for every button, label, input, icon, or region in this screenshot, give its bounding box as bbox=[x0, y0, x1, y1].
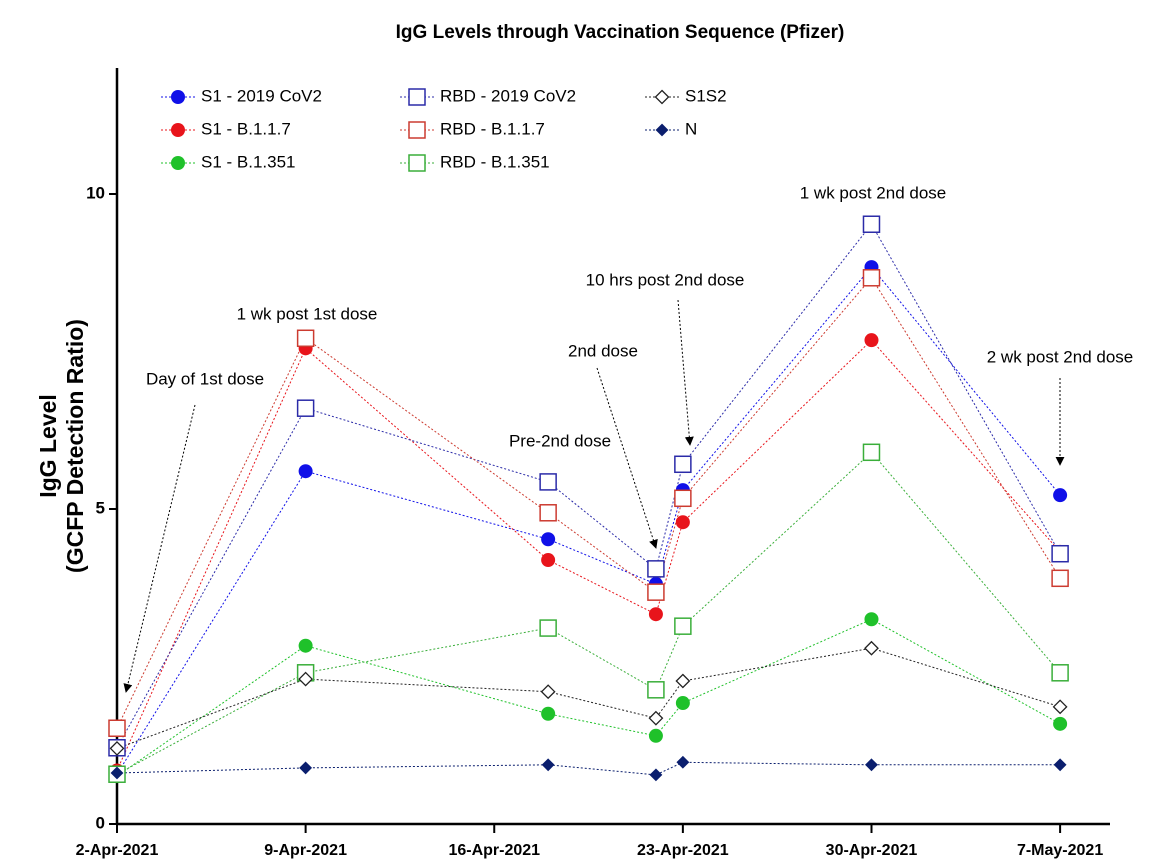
y-tick-label: 10 bbox=[86, 183, 105, 202]
x-tick-label: 23-Apr-2021 bbox=[637, 842, 729, 859]
legend-label: S1 - 2019 CoV2 bbox=[201, 86, 322, 105]
data-point bbox=[1052, 699, 1068, 715]
data-point bbox=[674, 489, 692, 508]
annotation-arrow bbox=[123, 404, 196, 693]
y-axis-label: IgG Level bbox=[35, 394, 61, 498]
annotation-arrow bbox=[677, 299, 694, 446]
data-point bbox=[539, 619, 557, 637]
annotation: 10 hrs post 2nd dose bbox=[586, 270, 745, 289]
data-point bbox=[647, 583, 665, 601]
legend-label: RBD - 2019 CoV2 bbox=[440, 86, 576, 105]
legend-marker bbox=[655, 123, 669, 137]
legend-marker bbox=[408, 88, 426, 106]
x-tick-label: 30-Apr-2021 bbox=[826, 842, 918, 859]
data-point bbox=[648, 710, 664, 726]
data-point bbox=[109, 740, 125, 756]
data-point bbox=[674, 455, 692, 474]
data-point bbox=[675, 696, 690, 711]
annotation: 2nd dose bbox=[568, 341, 638, 360]
data-point bbox=[647, 681, 665, 699]
data-point bbox=[648, 728, 663, 743]
x-tick-label: 7-May-2021 bbox=[1017, 842, 1103, 859]
legend-label: S1 - B.1.1.7 bbox=[201, 119, 291, 138]
x-tick-label: 9-Apr-2021 bbox=[264, 842, 347, 859]
y-tick-label: 5 bbox=[96, 498, 105, 517]
series-line bbox=[116, 451, 1061, 775]
data-point bbox=[676, 755, 690, 769]
data-point bbox=[864, 640, 879, 656]
legend-label: S1 - B.1.351 bbox=[201, 152, 296, 171]
annotation: 2 wk post 2nd dose bbox=[987, 347, 1133, 366]
data-point bbox=[647, 560, 665, 578]
legend-label: RBD - B.1.1.7 bbox=[440, 119, 545, 138]
legend-marker bbox=[171, 123, 185, 137]
data-point bbox=[539, 504, 557, 522]
data-point bbox=[541, 758, 555, 772]
annotation: 1 wk post 2nd dose bbox=[800, 183, 946, 202]
legend-marker bbox=[171, 90, 185, 104]
data-point bbox=[649, 768, 663, 782]
data-point bbox=[108, 719, 126, 737]
x-tick-label: 2-Apr-2021 bbox=[76, 842, 159, 859]
legend-marker bbox=[654, 89, 670, 105]
data-point bbox=[541, 706, 556, 721]
data-point bbox=[675, 515, 690, 530]
legend-label: S1S2 bbox=[685, 86, 727, 105]
data-point bbox=[864, 333, 879, 348]
y-tick-label: 0 bbox=[96, 813, 105, 832]
data-point bbox=[674, 617, 692, 635]
series-line bbox=[116, 223, 1061, 749]
data-point bbox=[862, 269, 881, 287]
data-point bbox=[1051, 569, 1069, 588]
annotation: Pre-2nd dose bbox=[509, 431, 611, 450]
data-point bbox=[298, 464, 313, 479]
data-point bbox=[1053, 488, 1068, 503]
x-tick-label: 16-Apr-2021 bbox=[448, 842, 540, 859]
data-point bbox=[864, 612, 879, 627]
data-point bbox=[1053, 716, 1068, 731]
annotation: 1 wk post 1st dose bbox=[237, 304, 378, 323]
data-point bbox=[1051, 544, 1069, 563]
y-axis-label: (GCFP Detection Ratio) bbox=[62, 319, 88, 573]
data-point bbox=[539, 473, 557, 491]
data-point bbox=[1053, 758, 1067, 772]
chart-title: IgG Levels through Vaccination Sequence … bbox=[396, 22, 845, 43]
data-point bbox=[296, 329, 315, 348]
legend-label: RBD - B.1.351 bbox=[440, 152, 550, 171]
legend-marker bbox=[408, 121, 426, 139]
data-point bbox=[675, 673, 691, 689]
data-point bbox=[299, 761, 313, 775]
legend-marker bbox=[171, 156, 185, 170]
annotation: Day of 1st dose bbox=[146, 369, 264, 388]
series-line bbox=[116, 339, 1061, 771]
data-point bbox=[865, 758, 878, 772]
data-point bbox=[862, 443, 881, 462]
data-point bbox=[296, 399, 315, 417]
data-point bbox=[298, 671, 314, 687]
data-point bbox=[541, 532, 556, 547]
data-point bbox=[541, 553, 556, 568]
data-point bbox=[648, 607, 663, 622]
data-point bbox=[110, 766, 124, 780]
annotation-arrow bbox=[596, 367, 658, 549]
data-point bbox=[862, 215, 881, 233]
legend-label: N bbox=[685, 119, 697, 138]
data-point bbox=[540, 684, 556, 700]
data-point bbox=[298, 638, 313, 653]
series-line bbox=[116, 761, 1061, 776]
data-point bbox=[1051, 664, 1069, 682]
legend-marker bbox=[408, 154, 426, 172]
